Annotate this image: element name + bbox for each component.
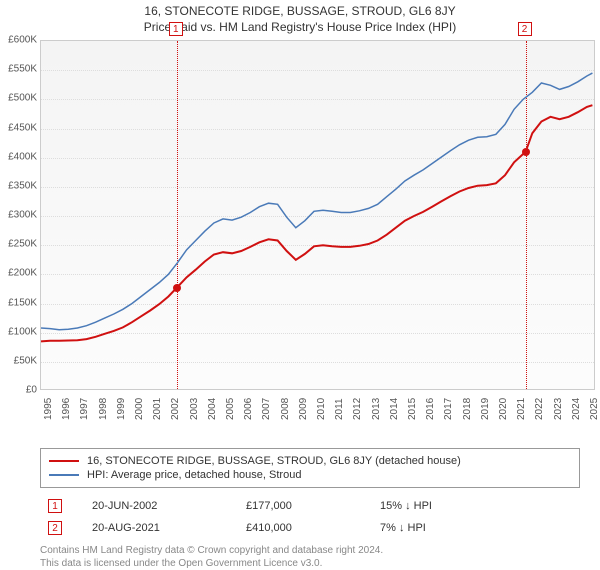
marker-price: £410,000 bbox=[240, 518, 372, 538]
y-tick-label: £100K bbox=[8, 326, 37, 337]
x-tick-label: 2002 bbox=[170, 398, 181, 420]
legend: 16, STONECOTE RIDGE, BUSSAGE, STROUD, GL… bbox=[40, 448, 580, 488]
legend-swatch-property bbox=[49, 460, 79, 462]
footer-line-2: This data is licensed under the Open Gov… bbox=[40, 557, 600, 570]
footer-line-1: Contains HM Land Registry data © Crown c… bbox=[40, 544, 600, 557]
x-tick-label: 2018 bbox=[462, 398, 473, 420]
x-tick-label: 2006 bbox=[243, 398, 254, 420]
y-tick-label: £0 bbox=[26, 385, 37, 396]
y-tick-label: £300K bbox=[8, 210, 37, 221]
marker-row: 2 20-AUG-2021£410,0007% ↓ HPI bbox=[42, 518, 578, 538]
x-tick-label: 2011 bbox=[334, 398, 345, 420]
marker-dot bbox=[173, 284, 181, 292]
x-tick-label: 2001 bbox=[152, 398, 163, 420]
x-tick-label: 1998 bbox=[98, 398, 109, 420]
x-tick-label: 2013 bbox=[371, 398, 382, 420]
y-tick-label: £200K bbox=[8, 268, 37, 279]
legend-swatch-hpi bbox=[49, 474, 79, 476]
line-plot bbox=[41, 41, 596, 391]
hpi-line bbox=[41, 73, 592, 330]
x-tick-label: 2021 bbox=[516, 398, 527, 420]
x-tick-label: 2005 bbox=[225, 398, 236, 420]
marker-row: 1 20-JUN-2002£177,00015% ↓ HPI bbox=[42, 496, 578, 516]
x-tick-label: 2019 bbox=[480, 398, 491, 420]
x-tick-label: 2003 bbox=[189, 398, 200, 420]
footer: Contains HM Land Registry data © Crown c… bbox=[40, 544, 600, 570]
property-line bbox=[41, 105, 592, 341]
x-tick-label: 2008 bbox=[280, 398, 291, 420]
y-tick-label: £450K bbox=[8, 122, 37, 133]
marker-dot bbox=[522, 148, 530, 156]
legend-item-hpi: HPI: Average price, detached house, Stro… bbox=[49, 469, 571, 481]
y-tick-label: £600K bbox=[8, 35, 37, 46]
chart-area: £0£50K£100K£150K£200K£250K£300K£350K£400… bbox=[40, 40, 595, 410]
x-tick-label: 1999 bbox=[116, 398, 127, 420]
chart-title: 16, STONECOTE RIDGE, BUSSAGE, STROUD, GL… bbox=[0, 4, 600, 18]
marker-icon: 1 bbox=[48, 499, 62, 513]
chart-subtitle: Price paid vs. HM Land Registry's House … bbox=[0, 20, 600, 34]
x-tick-label: 1997 bbox=[79, 398, 90, 420]
marker-date: 20-AUG-2021 bbox=[86, 518, 238, 538]
y-tick-label: £550K bbox=[8, 64, 37, 75]
x-tick-label: 2004 bbox=[207, 398, 218, 420]
x-tick-label: 2016 bbox=[425, 398, 436, 420]
y-tick-label: £500K bbox=[8, 93, 37, 104]
marker-box: 1 bbox=[169, 22, 183, 36]
y-tick-label: £250K bbox=[8, 239, 37, 250]
legend-label-property: 16, STONECOTE RIDGE, BUSSAGE, STROUD, GL… bbox=[87, 455, 461, 467]
marker-date: 20-JUN-2002 bbox=[86, 496, 238, 516]
y-tick-label: £400K bbox=[8, 151, 37, 162]
plot-background bbox=[40, 40, 595, 390]
x-tick-label: 2017 bbox=[443, 398, 454, 420]
y-tick-label: £150K bbox=[8, 297, 37, 308]
x-tick-label: 2025 bbox=[589, 398, 600, 420]
x-tick-label: 1996 bbox=[61, 398, 72, 420]
x-tick-label: 2023 bbox=[553, 398, 564, 420]
y-tick-label: £50K bbox=[14, 355, 37, 366]
x-tick-label: 2020 bbox=[498, 398, 509, 420]
marker-price: £177,000 bbox=[240, 496, 372, 516]
marker-diff: 7% ↓ HPI bbox=[374, 518, 578, 538]
x-tick-label: 2009 bbox=[298, 398, 309, 420]
marker-icon: 2 bbox=[48, 521, 62, 535]
markers-table: 1 20-JUN-2002£177,00015% ↓ HPI 2 20-AUG-202… bbox=[40, 494, 580, 540]
x-tick-label: 1995 bbox=[43, 398, 54, 420]
legend-item-property: 16, STONECOTE RIDGE, BUSSAGE, STROUD, GL… bbox=[49, 455, 571, 467]
marker-diff: 15% ↓ HPI bbox=[374, 496, 578, 516]
y-tick-label: £350K bbox=[8, 180, 37, 191]
x-tick-label: 2010 bbox=[316, 398, 327, 420]
x-tick-label: 2012 bbox=[352, 398, 363, 420]
legend-label-hpi: HPI: Average price, detached house, Stro… bbox=[87, 469, 301, 481]
marker-box: 2 bbox=[518, 22, 532, 36]
x-tick-label: 2015 bbox=[407, 398, 418, 420]
x-tick-label: 2007 bbox=[261, 398, 272, 420]
x-tick-label: 2024 bbox=[571, 398, 582, 420]
x-tick-label: 2022 bbox=[534, 398, 545, 420]
x-tick-label: 2014 bbox=[389, 398, 400, 420]
x-tick-label: 2000 bbox=[134, 398, 145, 420]
